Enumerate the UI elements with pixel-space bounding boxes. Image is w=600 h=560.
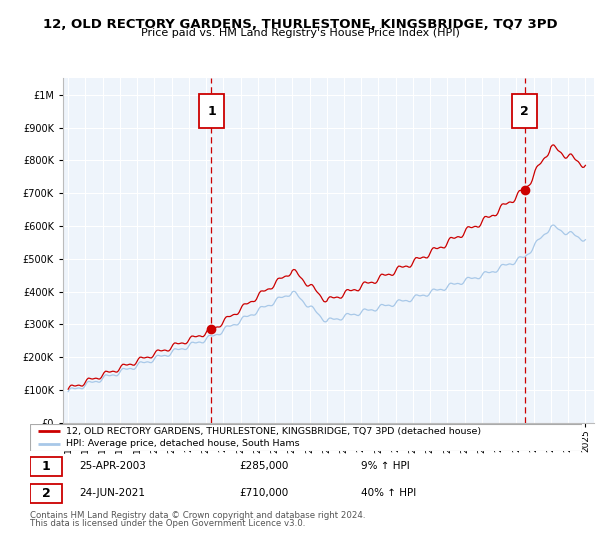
Text: 40% ↑ HPI: 40% ↑ HPI: [361, 488, 416, 498]
Text: Price paid vs. HM Land Registry's House Price Index (HPI): Price paid vs. HM Land Registry's House …: [140, 28, 460, 38]
FancyBboxPatch shape: [30, 484, 62, 503]
Text: £285,000: £285,000: [240, 461, 289, 472]
Text: 24-JUN-2021: 24-JUN-2021: [80, 488, 146, 498]
Text: 1: 1: [207, 105, 216, 118]
Text: HPI: Average price, detached house, South Hams: HPI: Average price, detached house, Sout…: [66, 439, 299, 448]
Text: 12, OLD RECTORY GARDENS, THURLESTONE, KINGSBRIDGE, TQ7 3PD (detached house): 12, OLD RECTORY GARDENS, THURLESTONE, KI…: [66, 427, 481, 436]
Text: 2: 2: [41, 487, 50, 500]
FancyBboxPatch shape: [199, 94, 224, 128]
Text: £710,000: £710,000: [240, 488, 289, 498]
Text: 1: 1: [41, 460, 50, 473]
Text: 9% ↑ HPI: 9% ↑ HPI: [361, 461, 410, 472]
FancyBboxPatch shape: [512, 94, 538, 128]
Text: 2: 2: [520, 105, 529, 118]
Text: Contains HM Land Registry data © Crown copyright and database right 2024.: Contains HM Land Registry data © Crown c…: [30, 511, 365, 520]
Text: 12, OLD RECTORY GARDENS, THURLESTONE, KINGSBRIDGE, TQ7 3PD: 12, OLD RECTORY GARDENS, THURLESTONE, KI…: [43, 18, 557, 31]
FancyBboxPatch shape: [30, 457, 62, 476]
Text: 25-APR-2003: 25-APR-2003: [80, 461, 146, 472]
Text: This data is licensed under the Open Government Licence v3.0.: This data is licensed under the Open Gov…: [30, 519, 305, 528]
